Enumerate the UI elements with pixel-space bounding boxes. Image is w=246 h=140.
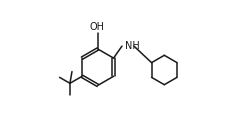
Text: OH: OH bbox=[90, 22, 105, 32]
Text: NH: NH bbox=[125, 41, 140, 51]
